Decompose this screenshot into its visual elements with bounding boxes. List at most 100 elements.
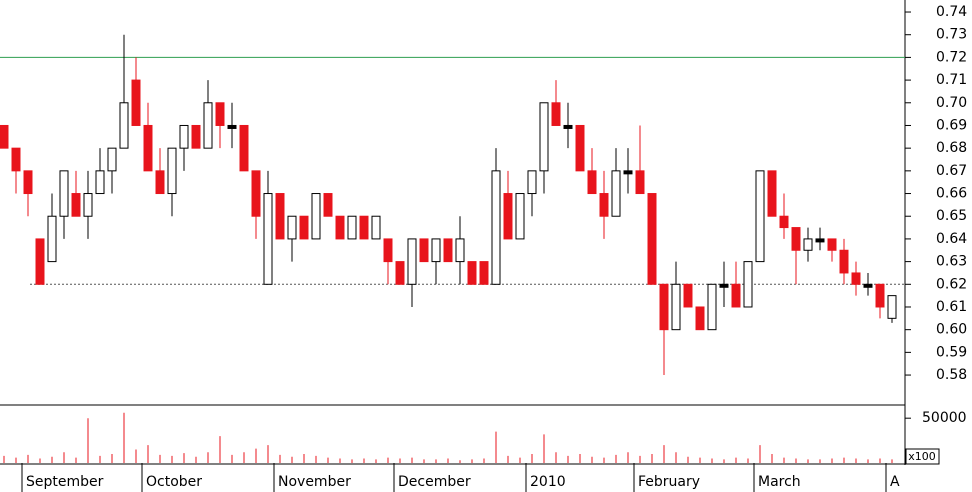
candle-body	[863, 283, 873, 288]
volume-unit-label: x100	[908, 450, 936, 463]
y-tick-label: 0.65	[936, 208, 967, 224]
candle-body	[335, 215, 345, 240]
x-tick-label: A	[890, 474, 900, 490]
x-tick-label: December	[398, 474, 471, 490]
candle-body	[599, 193, 609, 217]
candle-body	[143, 124, 153, 172]
y-tick-label: 0.74	[936, 4, 967, 20]
candle-body	[563, 124, 573, 129]
candle-body	[11, 147, 21, 172]
candle-body	[539, 102, 549, 172]
y-tick-label: 0.62	[936, 276, 967, 292]
x-tick-label: February	[638, 474, 700, 490]
candle-body	[431, 238, 441, 263]
y-tick-label: 0.63	[936, 254, 967, 270]
candle-body	[647, 193, 657, 285]
candle-body	[71, 193, 81, 217]
candle-body	[671, 283, 681, 331]
candle-body	[755, 170, 765, 263]
candle-body	[527, 170, 537, 195]
x-tick-label: 2010	[530, 474, 566, 490]
candle-body	[371, 215, 381, 240]
candle-body	[467, 261, 477, 285]
y-tick-label: 0.61	[936, 299, 967, 315]
candle-body	[323, 193, 333, 217]
candle-body	[575, 124, 585, 172]
y-tick-label: 0.60	[936, 322, 967, 338]
candle-body	[275, 193, 285, 240]
candle-body	[443, 238, 453, 263]
candle-body	[311, 193, 321, 240]
candle-body	[119, 102, 129, 149]
candle-body	[35, 238, 45, 285]
candle-body	[59, 170, 69, 217]
volume-tick-label: 50000	[922, 410, 967, 426]
candle-body	[623, 170, 633, 175]
candle-body	[587, 170, 597, 195]
candle-body	[707, 283, 717, 331]
y-tick-label: 0.69	[936, 117, 967, 133]
candle-body	[359, 215, 369, 240]
candle-body	[743, 261, 753, 308]
candle-body	[791, 227, 801, 251]
candle-body	[611, 170, 621, 217]
candle-body	[803, 238, 813, 251]
candle-body	[0, 124, 9, 149]
candle-body	[659, 283, 669, 331]
candle-body	[155, 170, 165, 195]
candle-body	[683, 283, 693, 308]
candle-body	[635, 170, 645, 195]
candle-body	[407, 238, 417, 285]
candle-body	[107, 147, 117, 172]
candle-body	[455, 238, 465, 263]
candle-body	[875, 283, 885, 308]
candle-body	[815, 238, 825, 243]
candle-body	[383, 238, 393, 263]
candle-body	[731, 283, 741, 308]
candle-body	[419, 238, 429, 263]
candle-body	[131, 79, 141, 126]
candle-body	[395, 261, 405, 285]
candle-body	[263, 193, 273, 285]
y-tick-label: 0.59	[936, 344, 967, 360]
y-tick-label: 0.66	[936, 186, 967, 202]
candle-body	[479, 261, 489, 285]
candle-body	[851, 272, 861, 285]
candle-body	[827, 238, 837, 251]
candle-body	[167, 147, 177, 195]
y-tick-label: 0.58	[936, 367, 967, 383]
candle-body	[95, 170, 105, 195]
candle-body	[227, 124, 237, 129]
candle-body	[695, 306, 705, 331]
candle-body	[23, 170, 33, 195]
y-tick-label: 0.68	[936, 140, 967, 156]
candle-body	[191, 124, 201, 149]
candle-body	[503, 193, 513, 240]
x-tick-label: November	[278, 474, 351, 490]
candle-body	[347, 215, 357, 240]
candle-body	[215, 102, 225, 126]
y-tick-label: 0.72	[936, 49, 967, 65]
candle-body	[251, 170, 261, 217]
candle-body	[839, 249, 849, 274]
candle-body	[239, 124, 249, 172]
y-tick-label: 0.70	[936, 95, 967, 111]
candle-body	[299, 215, 309, 240]
candle-body	[47, 215, 57, 263]
candle-body	[203, 102, 213, 149]
x-tick-label: September	[26, 474, 104, 490]
y-tick-label: 0.71	[936, 72, 967, 88]
candle-body	[515, 193, 525, 240]
candle-body	[179, 124, 189, 149]
candle-body	[779, 215, 789, 229]
candle-body	[551, 102, 561, 126]
y-tick-label: 0.73	[936, 27, 967, 43]
candle-body	[719, 283, 729, 288]
y-tick-label: 0.64	[936, 231, 967, 247]
candle-body	[767, 170, 777, 217]
x-tick-label: October	[146, 474, 202, 490]
unit-box	[905, 448, 940, 465]
candle-body	[887, 295, 897, 319]
